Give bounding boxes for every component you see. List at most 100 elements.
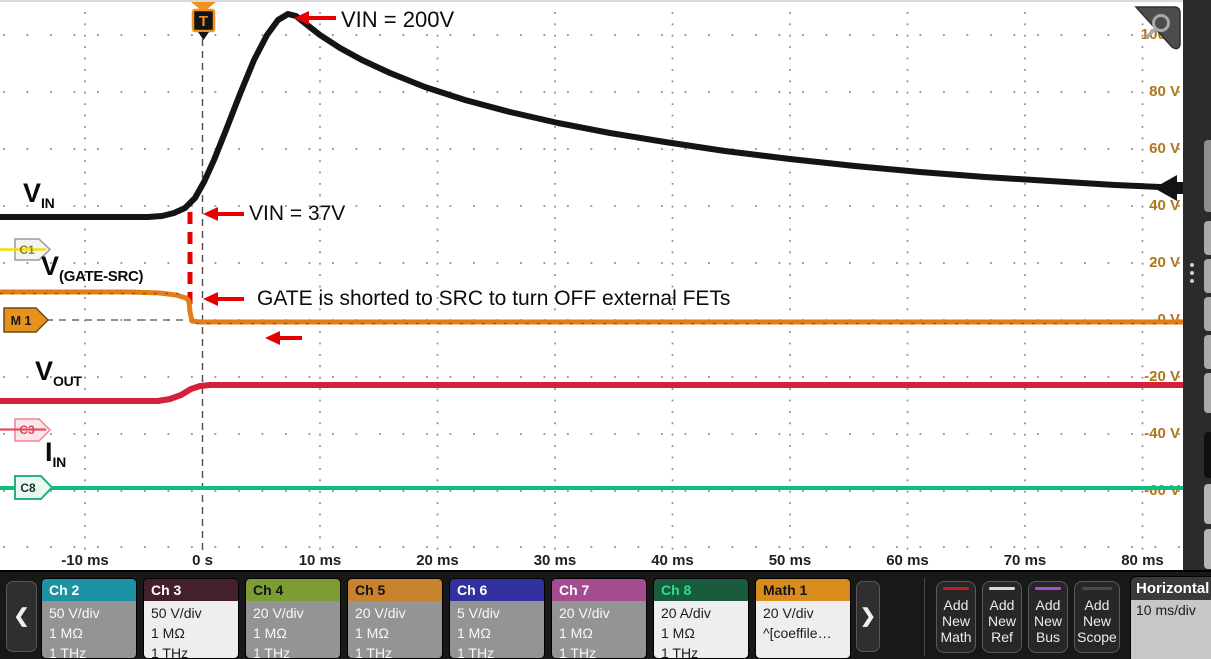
x-axis-tick-label: 30 ms [533,552,577,569]
panel-drag-handle[interactable] [1190,263,1194,283]
add-new-bus-button[interactable]: Add New Bus [1028,581,1068,653]
docked-panel-edge[interactable] [1204,432,1211,478]
y-axis-tick-label: 0 V [1157,311,1180,328]
add-new-ref-button[interactable]: Add New Ref [982,581,1022,653]
button-label-line: Add [989,597,1015,613]
channel-setting-row: 20 V/div [355,605,406,621]
x-axis-tick-label: -10 ms [61,552,109,569]
channel-settings[interactable]: 50 V/div 1 MΩ 1 THz [144,601,238,658]
channel-badge-ch-8[interactable]: Ch 8 20 A/div 1 MΩ 1 THz [654,579,748,658]
channel-badge-ch-2[interactable]: Ch 2 50 V/div 1 MΩ 1 THz [42,579,136,658]
y-axis-tick-label: 60 V [1149,140,1180,157]
add-new-math-button[interactable]: Add New Math [936,581,976,653]
channel-name[interactable]: Ch 4 [246,579,340,601]
channel-settings[interactable]: 20 V/div 1 MΩ 1 THz [246,601,340,658]
docked-panel-edge[interactable] [1204,529,1211,569]
channel-name[interactable]: Ch 3 [144,579,238,601]
button-accent-line [1034,587,1062,590]
button-label-line: Add [1084,597,1110,613]
x-axis-tick-label: 10 ms [298,552,342,569]
button-label-line: New [1033,613,1062,629]
channel-name[interactable]: Ch 2 [42,579,136,601]
channel-setting-row: 20 V/div [559,605,610,621]
channel-name[interactable]: Math 1 [756,579,850,601]
button-accent-line [1081,587,1113,590]
button-label-line: Ref [991,629,1013,645]
docked-panel-edge[interactable] [1204,221,1211,255]
channel-setting-row: 1 MΩ [559,625,593,641]
y-axis-tick-label: 80 V [1149,83,1180,100]
channel-setting-row: 1 MΩ [355,625,389,641]
channel-setting-row: 1 THz [253,645,291,658]
channel-badge-ch-7[interactable]: Ch 7 20 V/div 1 MΩ 1 THz [552,579,646,658]
channel-name[interactable]: Ch 7 [552,579,646,601]
channel-badge-ch-5[interactable]: Ch 5 20 V/div 1 MΩ 1 THz [348,579,442,658]
docked-panel-edge[interactable] [1204,140,1211,212]
channel-settings[interactable]: 20 V/div ^[coeffile… [756,601,850,658]
button-label-line: Add [1035,597,1061,613]
channel-setting-row: 1 THz [559,645,597,658]
channel-settings[interactable]: 50 V/div 1 MΩ 1 THz [42,601,136,658]
channel-name[interactable]: Ch 5 [348,579,442,601]
channel-name[interactable]: Ch 6 [450,579,544,601]
horizontal-settings-panel[interactable]: Horizontal 10 ms/div [1131,577,1211,659]
button-label-line: Math [940,629,972,645]
channel-badge-ch-4[interactable]: Ch 4 20 V/div 1 MΩ 1 THz [246,579,340,658]
x-axis-tick-label: 80 ms [1121,552,1164,569]
channel-settings[interactable]: 20 V/div 1 MΩ 1 THz [552,601,646,658]
button-label-line: Bus [1035,629,1061,645]
y-axis-tick-label: -20 V [1144,368,1180,385]
button-label-line: Scope [1077,629,1117,645]
channel-settings[interactable]: 5 V/div 1 MΩ 1 THz [450,601,544,658]
channel-setting-row: 1 THz [355,645,393,658]
waveform-display[interactable]: 100 V 80 V 60 V 40 V 20 V 0 V -20 V -40 V -60 V -… [0,0,1183,570]
x-axis-tick-label: 0 s [192,552,213,569]
x-axis-tick-label: 40 ms [651,552,694,569]
docked-panel-edge[interactable] [1204,335,1211,369]
settings-bar: ❮ Ch 2 50 V/div 1 MΩ 1 THz Ch 3 50 V/div 1 MΩ 1… [0,570,1211,659]
channel-setting-row: 50 V/div [151,605,202,621]
separator [924,578,925,656]
channel-setting-row: 1 MΩ [253,625,287,641]
x-axis-tick-label: 70 ms [1003,552,1047,569]
channel-setting-row: ^[coeffile… [763,625,832,641]
channel-settings[interactable]: 20 A/div 1 MΩ 1 THz [654,601,748,658]
docked-panel-edge[interactable] [1204,259,1211,293]
channel-setting-row: 20 V/div [763,605,814,621]
x-axis-tick-label: 60 ms [886,552,929,569]
docked-panel-edge[interactable] [1204,484,1211,524]
add-new-scope-button[interactable]: Add New Scope [1074,581,1120,653]
results-bar-collapsed [1183,0,1211,570]
y-axis-tick-label: 40 V [1149,197,1180,214]
scroll-badges-right-button[interactable]: ❯ [856,581,880,652]
channel-setting-row: 5 V/div [457,605,500,621]
channel-setting-row: 1 THz [49,645,87,658]
button-accent-line [988,587,1016,590]
channel-setting-row: 1 MΩ [457,625,491,641]
channel-badge-math-1[interactable]: Math 1 20 V/div ^[coeffile… [756,579,850,658]
y-axis-tick-label: -40 V [1144,425,1180,442]
y-axis-tick-label: 100 V [1140,26,1180,43]
channel-setting-row: 1 MΩ [49,625,83,641]
docked-panel-edge[interactable] [1204,373,1211,413]
channel-setting-row: 1 THz [661,645,699,658]
channel-setting-row: 50 V/div [49,605,100,621]
docked-panel-edge[interactable] [1204,297,1211,331]
channel-setting-row: 1 THz [151,645,189,658]
channel-setting-row: 1 MΩ [151,625,185,641]
channel-setting-row: 1 MΩ [661,625,695,641]
horizontal-scale-value: 10 ms/div [1136,602,1196,618]
channel-name[interactable]: Ch 8 [654,579,748,601]
y-axis-tick-label: -60 V [1144,482,1180,499]
channel-setting-row: 1 THz [457,645,495,658]
x-axis-tick-label: 20 ms [416,552,459,569]
x-axis-tick-label: 50 ms [768,552,812,569]
channel-badge-ch-6[interactable]: Ch 6 5 V/div 1 MΩ 1 THz [450,579,544,658]
channel-settings[interactable]: 20 V/div 1 MΩ 1 THz [348,601,442,658]
channel-badge-ch-3[interactable]: Ch 3 50 V/div 1 MΩ 1 THz [144,579,238,658]
horizontal-panel-title: Horizontal [1131,577,1211,600]
button-label-line: New [987,613,1016,629]
axis-labels: 100 V 80 V 60 V 40 V 20 V 0 V -20 V -40 V -60 V -… [0,2,1183,570]
scroll-badges-left-button[interactable]: ❮ [6,581,37,652]
